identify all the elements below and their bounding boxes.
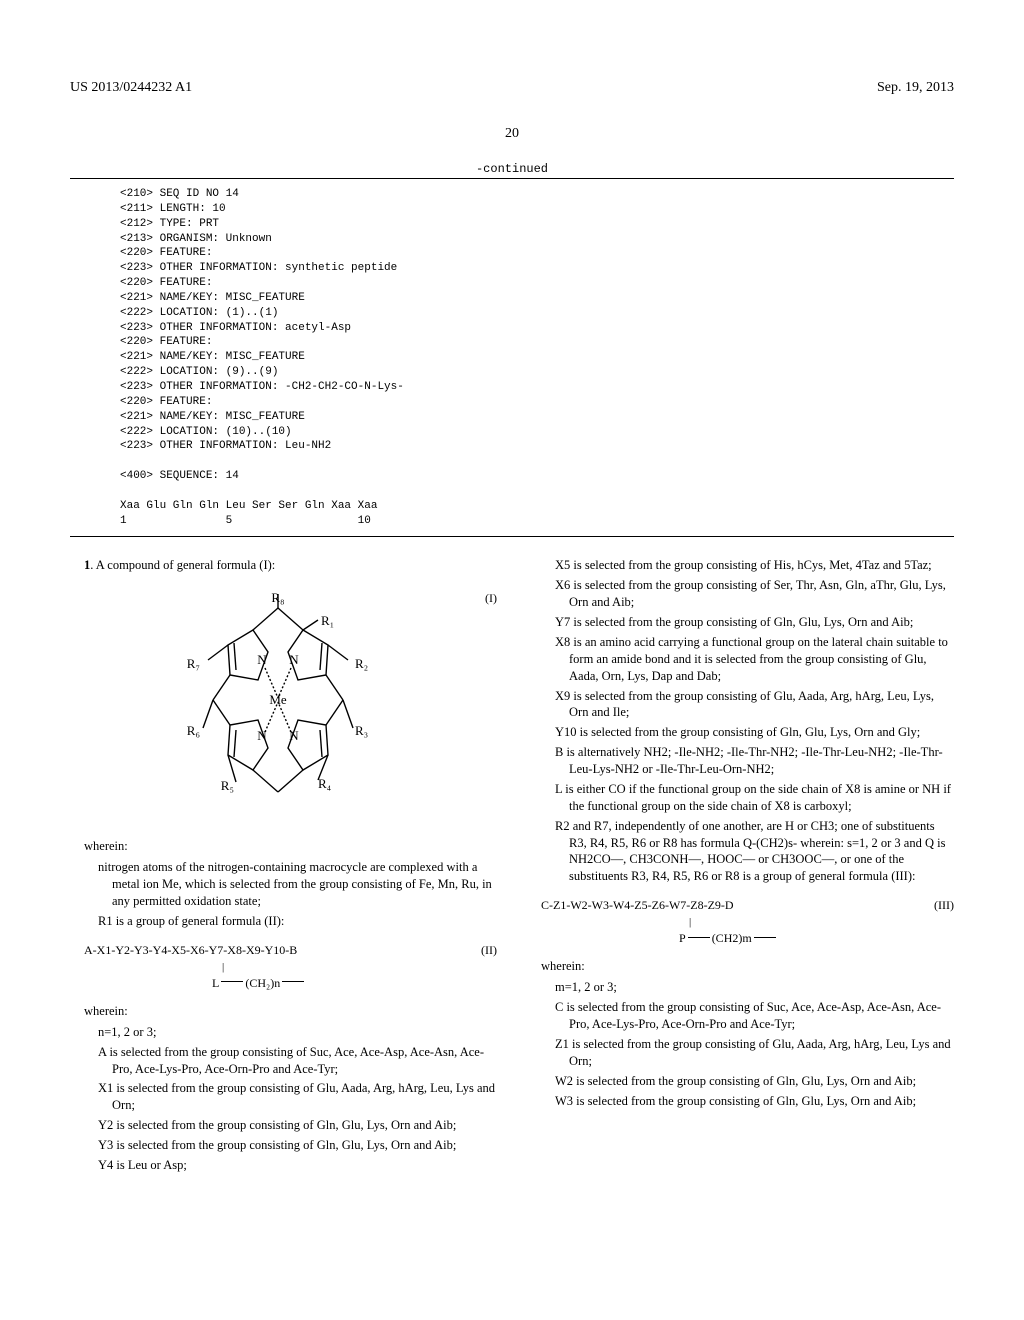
page-number: 20 [70, 126, 954, 142]
svg-text:R₄: R₄ [318, 776, 332, 791]
formula-II-branch: | [222, 960, 224, 975]
porphyrin-structure: R₈ R₁ R₂ R₃ R₄ R₅ R₆ R₇ Me N N N N [70, 590, 485, 820]
claim-intro: 1. A compound of general formula (I): [70, 557, 497, 574]
def-item: A is selected from the group consisting … [98, 1044, 497, 1078]
formula-III-label: (III) [934, 897, 954, 913]
def-item: nitrogen atoms of the nitrogen-containin… [98, 859, 497, 910]
formula-III-line2: P(CH2)m [679, 930, 778, 946]
formula-II-line2: L(CH₂)n [212, 975, 306, 991]
wherein-right: wherein: [541, 958, 954, 975]
rule-bottom [70, 536, 954, 537]
def-item: Y3 is selected from the group consisting… [98, 1137, 497, 1154]
svg-text:N: N [257, 652, 267, 667]
def-item: X1 is selected from the group consisting… [98, 1080, 497, 1114]
def-item: Y4 is Leu or Asp; [98, 1157, 497, 1174]
claim-columns: 1. A compound of general formula (I): (I… [70, 557, 954, 1176]
def-item: W2 is selected from the group consisting… [555, 1073, 954, 1090]
patent-page: US 2013/0244232 A1 Sep. 19, 2013 20 -con… [0, 0, 1024, 1217]
sequence-listing: <210> SEQ ID NO 14 <211> LENGTH: 10 <212… [70, 187, 954, 528]
svg-text:Me: Me [269, 692, 287, 707]
publication-number: US 2013/0244232 A1 [70, 80, 192, 96]
def-item: B is alternatively NH2; -Ile-NH2; -Ile-T… [555, 744, 954, 778]
formula-II-label: (II) [481, 942, 497, 958]
formula-III-line1: C-Z1-W2-W3-W4-Z5-Z6-W7-Z8-Z9-D [541, 899, 734, 912]
def-item: Y10 is selected from the group consistin… [555, 724, 954, 741]
left-def-list-1: nitrogen atoms of the nitrogen-containin… [98, 859, 497, 930]
def-item: X5 is selected from the group consisting… [555, 557, 954, 574]
formula-I-label: (I) [485, 590, 497, 606]
svg-text:R₃: R₃ [355, 723, 368, 738]
def-item: m=1, 2 or 3; [555, 979, 954, 996]
def-item: X9 is selected from the group consisting… [555, 688, 954, 722]
def-item: R2 and R7, independently of one another,… [555, 818, 954, 886]
right-def-list-2: m=1, 2 or 3; C is selected from the grou… [555, 979, 954, 1109]
def-item: Y7 is selected from the group consisting… [555, 614, 954, 631]
page-header: US 2013/0244232 A1 Sep. 19, 2013 [70, 80, 954, 96]
continued-label: -continued [70, 162, 954, 176]
publication-date: Sep. 19, 2013 [877, 80, 954, 96]
formula-III-branch: | [689, 915, 691, 930]
def-item: R1 is a group of general formula (II): [98, 913, 497, 930]
left-def-list-2: n=1, 2 or 3; A is selected from the grou… [98, 1024, 497, 1174]
formula-II: (II) A-X1-Y2-Y3-Y4-X5-X6-Y7-X8-X9-Y10-B … [84, 942, 497, 991]
rule-top [70, 178, 954, 179]
def-item: C is selected from the group consisting … [555, 999, 954, 1033]
svg-text:N: N [289, 652, 299, 667]
svg-text:N: N [289, 728, 299, 743]
svg-text:R₅: R₅ [220, 778, 233, 793]
def-item: Y2 is selected from the group consisting… [98, 1117, 497, 1134]
formula-II-line1: A-X1-Y2-Y3-Y4-X5-X6-Y7-X8-X9-Y10-B [84, 944, 297, 957]
def-item: W3 is selected from the group consisting… [555, 1093, 954, 1110]
wherein-left-2: wherein: [84, 1003, 497, 1020]
svg-text:R₁: R₁ [321, 613, 334, 628]
svg-text:R₆: R₆ [186, 723, 199, 738]
left-column: 1. A compound of general formula (I): (I… [70, 557, 497, 1176]
def-item: X6 is selected from the group consisting… [555, 577, 954, 611]
def-item: Z1 is selected from the group consisting… [555, 1036, 954, 1070]
right-column: X5 is selected from the group consisting… [527, 557, 954, 1176]
def-item: n=1, 2 or 3; [98, 1024, 497, 1041]
formula-III: (III) C-Z1-W2-W3-W4-Z5-Z6-W7-Z8-Z9-D | P… [541, 897, 954, 946]
svg-text:R₂: R₂ [355, 656, 368, 671]
def-item: X8 is an amino acid carrying a functiona… [555, 634, 954, 685]
svg-text:N: N [257, 728, 267, 743]
wherein-left: wherein: [84, 838, 497, 855]
svg-text:R₇: R₇ [186, 656, 199, 671]
claim-intro-text: . A compound of general formula (I): [90, 558, 275, 572]
def-item: L is either CO if the functional group o… [555, 781, 954, 815]
right-def-list-1: X5 is selected from the group consisting… [555, 557, 954, 885]
